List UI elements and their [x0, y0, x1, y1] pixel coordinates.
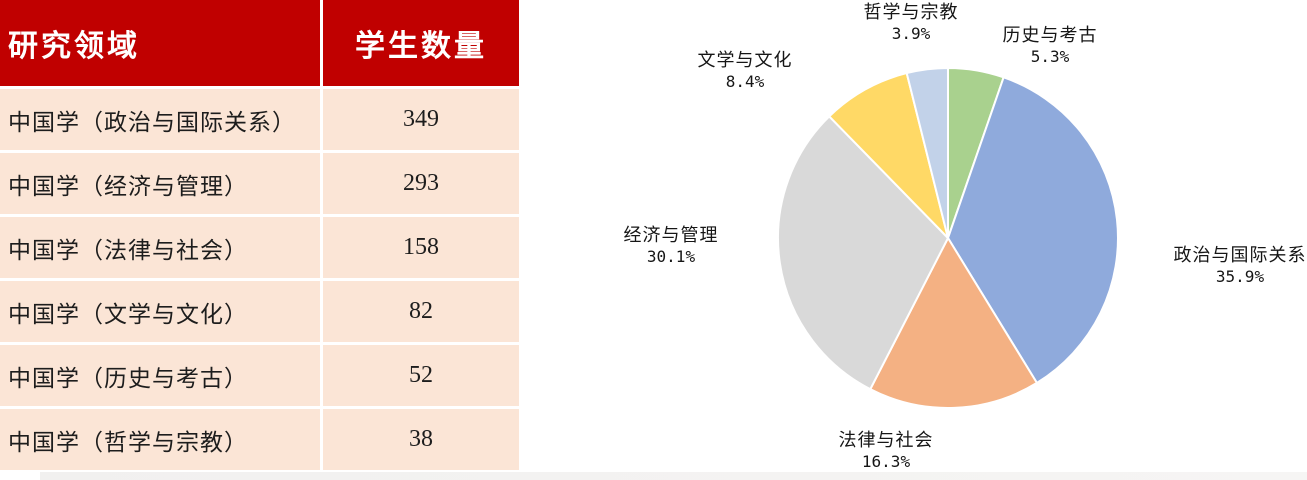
pie-slice-literature-culture [828, 72, 949, 239]
pie-label-percent: 16.3% [861, 452, 911, 471]
pie-slice-law-society [869, 237, 1038, 409]
table-cell-field: 中国学（文学与文化） [0, 281, 320, 342]
table-cell-field: 中国学（哲学与宗教） [0, 409, 320, 470]
table-cell-count: 293 [323, 153, 519, 214]
table-cell-count: 38 [323, 409, 519, 470]
pie-label-text: 法律与社会 [838, 430, 934, 450]
pie-label-history-archaeology: 历史与考古 5.3% [1003, 24, 1098, 68]
pie-label-text: 文学与文化 [697, 50, 793, 70]
table-cell-field: 中国学（法律与社会） [0, 217, 320, 278]
table-cell-count: 82 [323, 281, 519, 342]
table-cell-field: 中国学（政治与国际关系） [0, 89, 320, 150]
pie-label-literature-culture: 文学与文化 8.4% [698, 49, 793, 93]
pie-label-percent: 30.1% [646, 247, 696, 266]
pie-label-text: 经济与管理 [623, 225, 719, 245]
table-cell-count: 349 [323, 89, 519, 150]
pie-slice-economics-management [777, 115, 949, 391]
pie-label-philosophy-religion: 哲学与宗教 3.9% [864, 1, 959, 45]
pie-label-text: 政治与国际关系 [1173, 245, 1307, 265]
table-header-field: 研究领域 [0, 0, 320, 86]
pie-slice-philosophy-religion [905, 67, 949, 239]
pie-label-economics-management: 经济与管理 30.1% [624, 224, 719, 268]
pie-label-percent: 35.9% [1215, 267, 1265, 286]
pie-label-text: 历史与考古 [1002, 25, 1098, 45]
pie-label-politics-international-relations: 政治与国际关系 35.9% [1174, 244, 1307, 288]
research-fields-table: 研究领域 学生数量 中国学（政治与国际关系） 349 中国学（经济与管理） 29… [0, 0, 519, 470]
bottom-shadow-strip [40, 472, 1307, 480]
table-cell-count: 52 [323, 345, 519, 406]
pie-label-percent: 3.9% [891, 24, 931, 43]
table-header-count: 学生数量 [323, 0, 519, 86]
pie-label-law-society: 法律与社会 16.3% [839, 429, 934, 473]
pie-label-percent: 8.4% [725, 72, 765, 91]
pie-label-text: 哲学与宗教 [863, 2, 959, 22]
pie-label-percent: 5.3% [1030, 47, 1070, 66]
table-cell-field: 中国学（历史与考古） [0, 345, 320, 406]
table-cell-count: 158 [323, 217, 519, 278]
table-cell-field: 中国学（经济与管理） [0, 153, 320, 214]
